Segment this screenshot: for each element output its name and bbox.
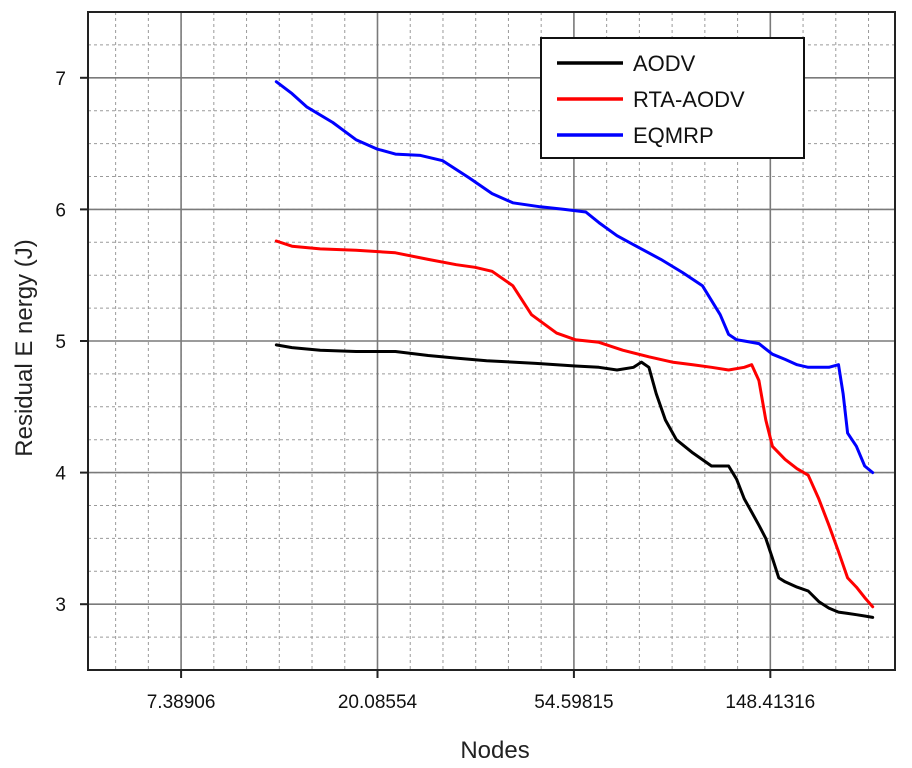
series-line-eqmrp xyxy=(274,80,875,475)
x-axis-ticks: 7.38906 20.08554 54.59815 148.41316 xyxy=(147,670,815,713)
y-axis-ticks: 3 4 5 6 7 xyxy=(55,69,88,616)
legend-label: RTA-AODV xyxy=(633,87,745,112)
y-axis-title: Residual E nergy (J) xyxy=(11,239,38,456)
x-axis-title: Nodes xyxy=(460,737,529,764)
x-tick-label: 7.38906 xyxy=(147,692,216,713)
legend-label: EQMRP xyxy=(633,123,714,148)
y-tick-label: 7 xyxy=(55,69,66,90)
y-tick-label: 6 xyxy=(55,200,66,221)
series-line-rta-aodv xyxy=(274,239,875,609)
y-tick-label: 4 xyxy=(55,464,66,485)
x-tick-label: 148.41316 xyxy=(725,692,815,713)
legend: AODV RTA-AODV EQMRP xyxy=(540,37,805,159)
x-tick-label: 54.59815 xyxy=(534,692,613,713)
series-line-aodv xyxy=(274,343,875,619)
y-tick-label: 3 xyxy=(55,595,66,616)
series-lines xyxy=(274,80,875,619)
legend-label: AODV xyxy=(633,51,696,76)
x-tick-label: 20.08554 xyxy=(338,692,418,713)
y-tick-label: 5 xyxy=(55,332,66,353)
